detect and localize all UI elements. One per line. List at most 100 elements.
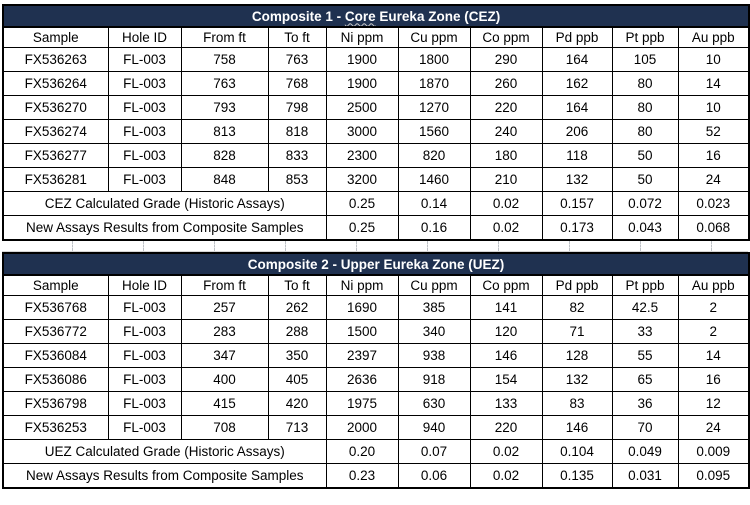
column-header-cell: Ni ppm (325, 274, 399, 296)
sample-data-row: FX536768 FL-003 257 262 1690 385 141 82 42.5 2 (2, 295, 750, 320)
data-cell: 146 (541, 415, 613, 440)
sample-data-row: FX536253 FL-003 708 713 2000 940 220 146 70 24 (2, 415, 750, 440)
summary-label-cell: New Assays Results from Composite Sample… (2, 463, 327, 489)
summary-value-cell: 0.23 (325, 463, 399, 489)
data-cell: 33 (611, 319, 679, 344)
summary-value-cell: 0.02 (469, 215, 543, 241)
data-cell: FL-003 (107, 167, 182, 192)
assay-report-sheet: Composite 1 - Core Eureka Zone (CEZ) Sam… (2, 4, 750, 489)
column-header-cell: Pt ppb (611, 26, 679, 48)
summary-value-cell: 0.173 (541, 215, 613, 241)
summary-value-cell: 0.135 (541, 463, 613, 489)
data-cell: FX536086 (2, 367, 109, 392)
data-cell: 164 (541, 95, 613, 120)
data-cell: FL-003 (107, 415, 182, 440)
data-cell: 180 (469, 143, 543, 168)
uez-title-suffix: Upper Eureka Zone (UEZ) (340, 256, 505, 272)
column-header-cell: Co ppm (469, 26, 543, 48)
data-cell: FX536274 (2, 119, 109, 144)
data-cell: 3000 (325, 119, 399, 144)
data-cell: 2500 (325, 95, 399, 120)
uez-table-title-row: Composite 2 - Upper Eureka Zone (UEZ) (2, 252, 750, 276)
summary-value-cell: 0.14 (397, 191, 471, 216)
cez-title-spellcheck-word: Core (344, 8, 376, 24)
data-cell: 257 (180, 295, 269, 320)
data-cell: 2000 (325, 415, 399, 440)
summary-row: CEZ Calculated Grade (Historic Assays) 0.… (2, 191, 750, 216)
data-cell: 758 (180, 47, 269, 72)
data-cell: 347 (180, 343, 269, 368)
data-cell: FL-003 (107, 71, 182, 96)
summary-value-cell: 0.095 (677, 463, 750, 489)
data-cell: 128 (541, 343, 613, 368)
summary-value-cell: 0.02 (469, 439, 543, 464)
sample-data-row: FX536084 FL-003 347 350 2397 938 146 128 55 14 (2, 343, 750, 368)
data-cell: 14 (677, 343, 750, 368)
column-header-cell: Cu ppm (397, 26, 471, 48)
cez-table-title: Composite 1 - Core Eureka Zone (CEZ) (2, 4, 750, 28)
summary-value-cell: 0.02 (469, 463, 543, 489)
data-cell: 2300 (325, 143, 399, 168)
data-cell: 283 (180, 319, 269, 344)
data-cell: FL-003 (107, 95, 182, 120)
sheet-gridline (286, 241, 357, 251)
summary-value-cell: 0.023 (677, 191, 750, 216)
data-cell: 133 (469, 391, 543, 416)
data-cell: 763 (180, 71, 269, 96)
data-cell: 80 (611, 71, 679, 96)
sample-data-row: FX536798 FL-003 415 420 1975 630 133 83 36 12 (2, 391, 750, 416)
summary-value-cell: 0.031 (611, 463, 679, 489)
data-cell: 405 (267, 367, 327, 392)
column-header-cell: To ft (267, 26, 327, 48)
summary-label-cell: New Assays Results from Composite Sample… (2, 215, 327, 241)
data-cell: 141 (469, 295, 543, 320)
column-header-cell: From ft (180, 274, 269, 296)
data-cell: 14 (677, 71, 750, 96)
data-cell: FX536270 (2, 95, 109, 120)
data-cell: 10 (677, 95, 750, 120)
data-cell: 813 (180, 119, 269, 144)
data-cell: 80 (611, 119, 679, 144)
data-cell: 938 (397, 343, 471, 368)
data-cell: 132 (541, 167, 613, 192)
data-cell: 1560 (397, 119, 471, 144)
sheet-gridline (499, 241, 570, 251)
sample-data-row: FX536263 FL-003 758 763 1900 1800 290 164 105 10 (2, 47, 750, 72)
summary-value-cell: 0.02 (469, 191, 543, 216)
data-cell: FL-003 (107, 391, 182, 416)
data-cell: 10 (677, 47, 750, 72)
data-cell: FX536263 (2, 47, 109, 72)
summary-value-cell: 0.06 (397, 463, 471, 489)
data-cell: 132 (541, 367, 613, 392)
summary-value-cell: 0.043 (611, 215, 679, 241)
summary-value-cell: 0.072 (611, 191, 679, 216)
data-cell: 164 (541, 47, 613, 72)
data-cell: FX536768 (2, 295, 109, 320)
data-cell: 80 (611, 95, 679, 120)
summary-value-cell: 0.009 (677, 439, 750, 464)
data-cell: 2397 (325, 343, 399, 368)
data-cell: 1900 (325, 47, 399, 72)
column-header-cell: Au ppb (677, 26, 750, 48)
sheet-gridline (2, 241, 73, 251)
summary-value-cell: 0.104 (541, 439, 613, 464)
data-cell: 120 (469, 319, 543, 344)
sheet-gridline (570, 241, 641, 251)
data-cell: 83 (541, 391, 613, 416)
data-cell: 820 (397, 143, 471, 168)
data-cell: 400 (180, 367, 269, 392)
cez-title-prefix: Composite 1 - (251, 8, 345, 24)
data-cell: FL-003 (107, 143, 182, 168)
column-header-cell: Hole ID (107, 26, 182, 48)
data-cell: 848 (180, 167, 269, 192)
data-cell: FX536264 (2, 71, 109, 96)
sample-data-row: FX536270 FL-003 793 798 2500 1270 220 164 80 10 (2, 95, 750, 120)
data-cell: 1900 (325, 71, 399, 96)
data-cell: 82 (541, 295, 613, 320)
data-cell: 1270 (397, 95, 471, 120)
data-cell: 52 (677, 119, 750, 144)
cez-composite-table: Composite 1 - Core Eureka Zone (CEZ) Sam… (2, 4, 750, 241)
summary-value-cell: 0.16 (397, 215, 471, 241)
cez-table-title-row: Composite 1 - Core Eureka Zone (CEZ) (2, 4, 750, 28)
data-cell: 1870 (397, 71, 471, 96)
